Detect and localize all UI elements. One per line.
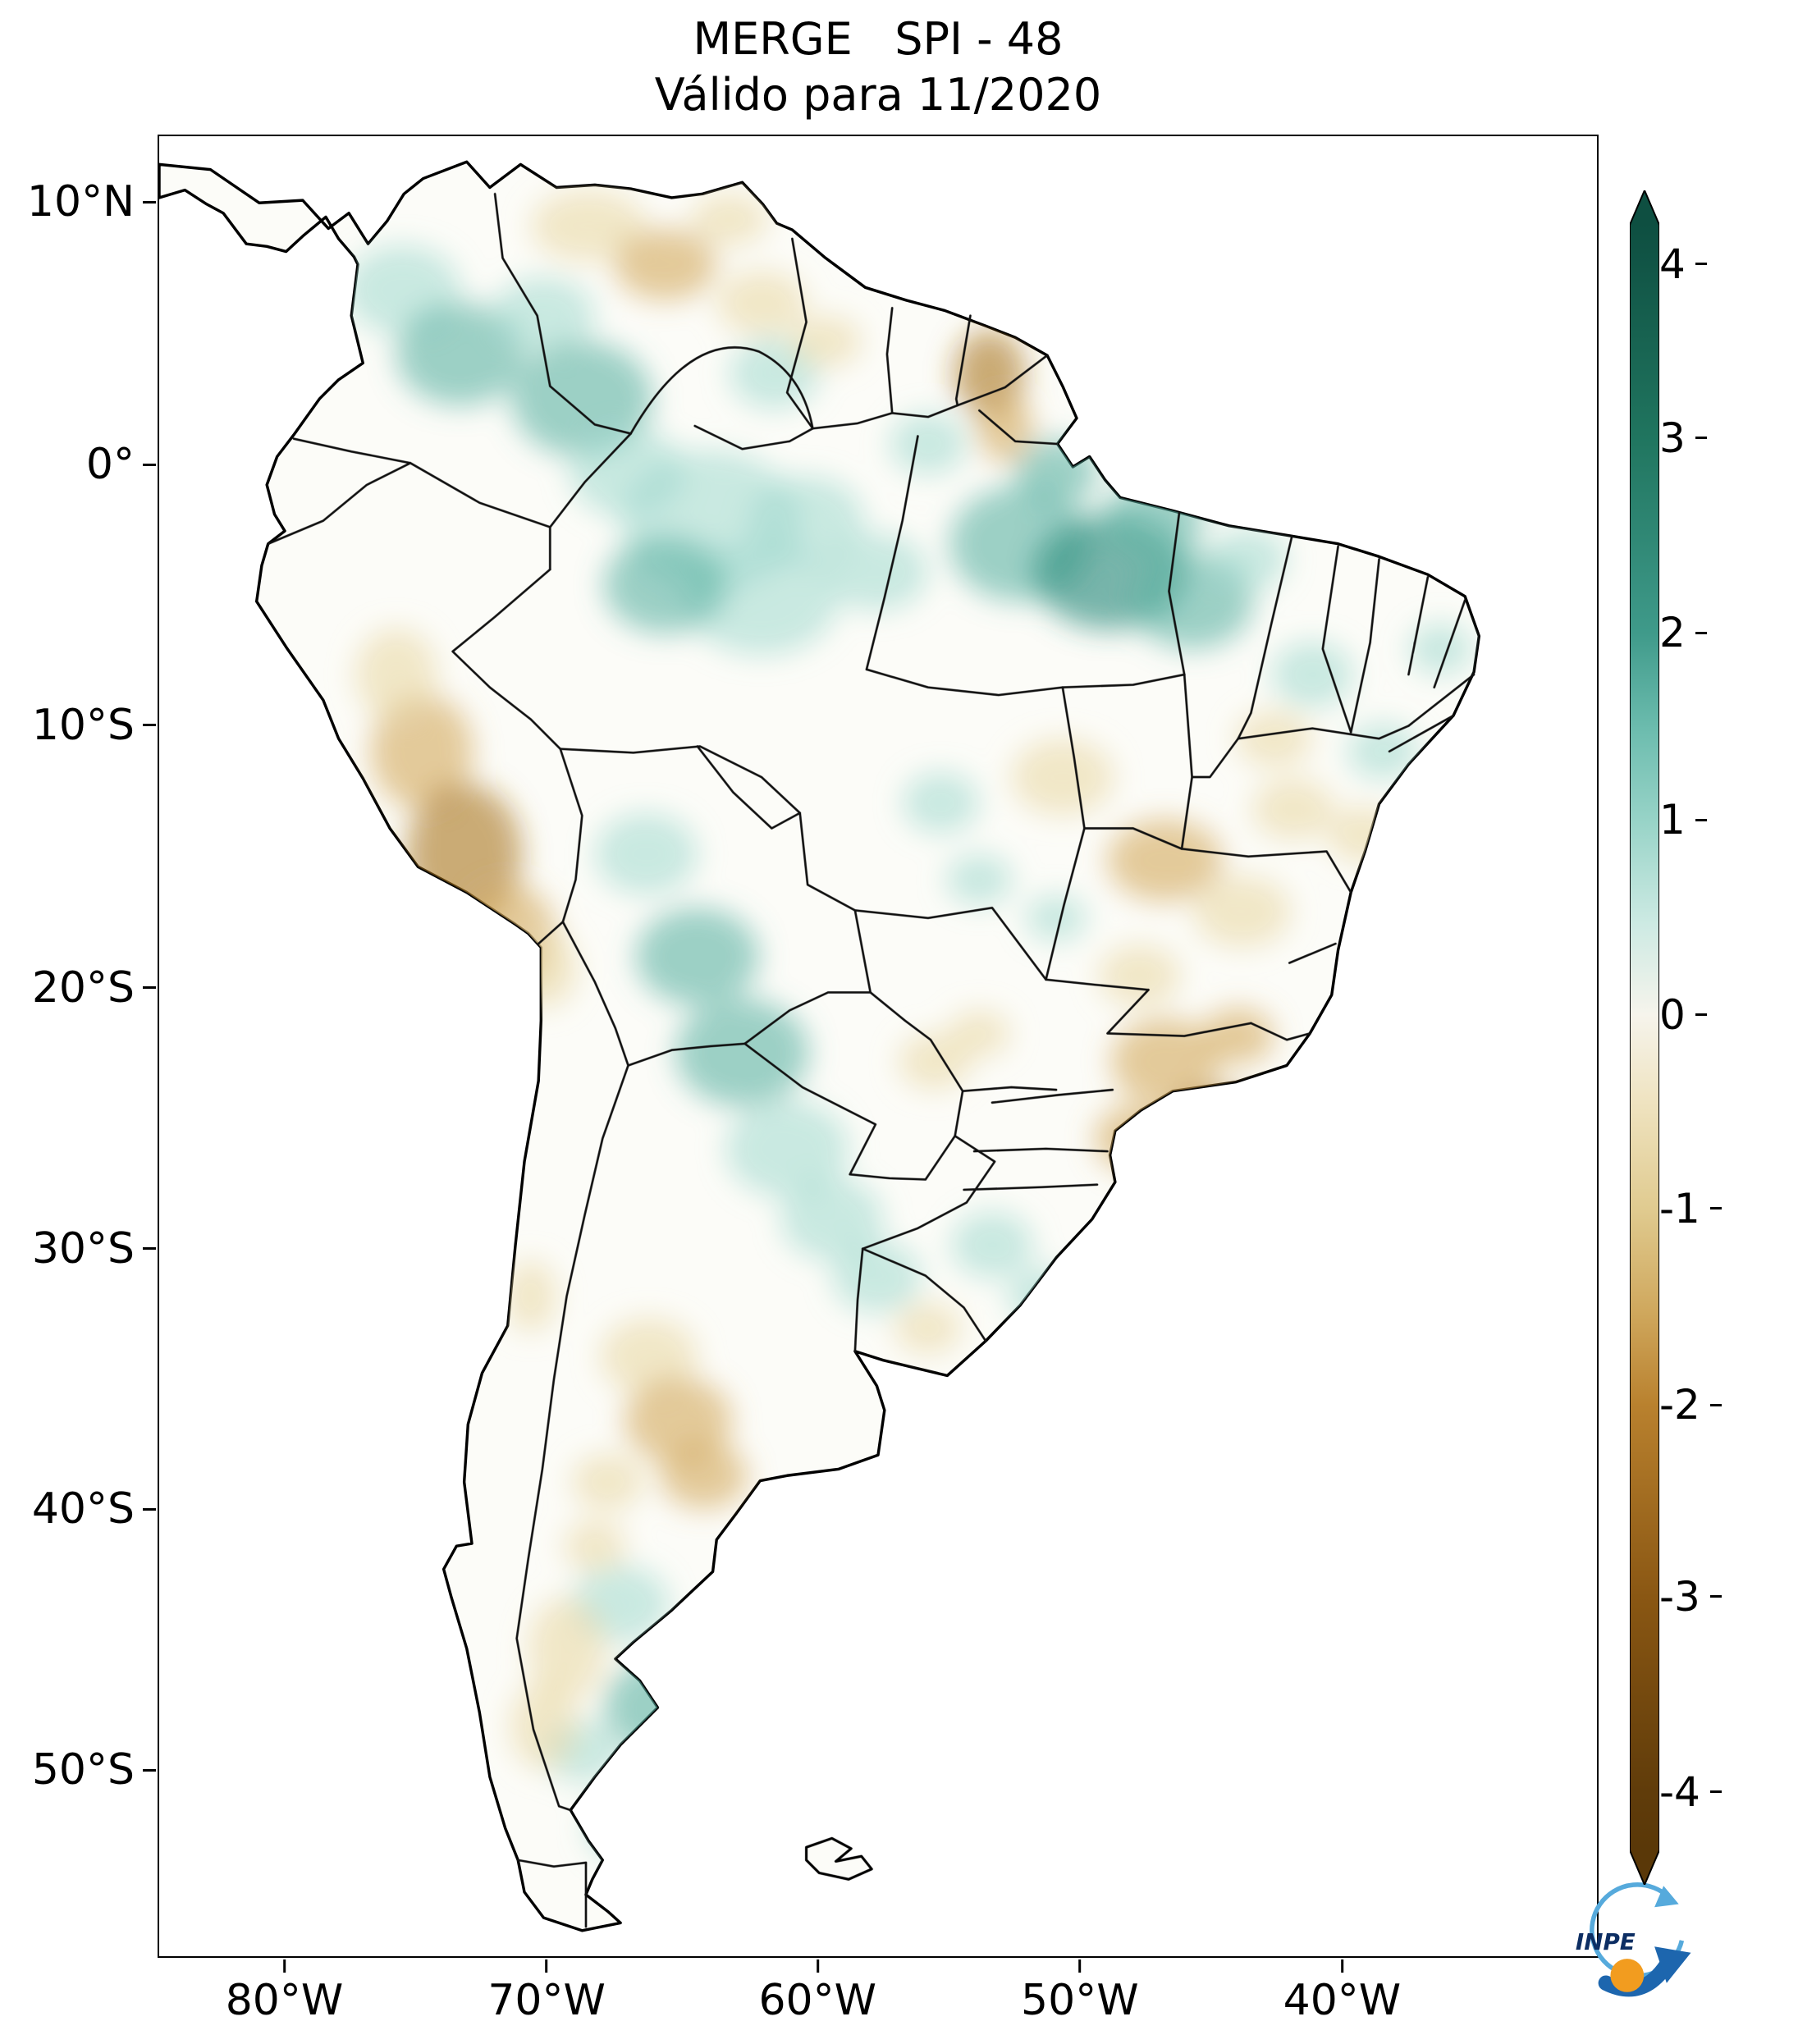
colorbar-tick-mark — [1709, 1207, 1722, 1209]
colorbar-tick-label: -2 — [1659, 1381, 1700, 1429]
x-tick-label: 60°W — [758, 1976, 877, 2025]
y-tick: 20°S — [32, 963, 156, 1013]
south-america-map — [159, 160, 1481, 1932]
y-tick-mark — [143, 1507, 156, 1511]
x-tick-label: 50°W — [1021, 1976, 1139, 2025]
colorbar-tick-mark — [1695, 437, 1707, 439]
x-tick-mark — [545, 1959, 548, 1973]
colorbar-tick: -4 — [1659, 1768, 1722, 1816]
x-axis-ticks: 80°W 70°W 60°W 50°W 40°W — [158, 1959, 1599, 2042]
colorbar-tick-mark — [1695, 631, 1707, 634]
x-tick-mark — [816, 1959, 819, 1973]
colorbar-tick-label: 3 — [1659, 414, 1686, 462]
x-tick: 70°W — [487, 1959, 606, 2025]
colorbar-tick-label: 1 — [1659, 796, 1686, 844]
inpe-logo-text: INPE — [1576, 1928, 1636, 1955]
colorbar-tick: 2 — [1659, 609, 1707, 656]
colorbar-tick-mark — [1695, 1013, 1707, 1017]
y-axis-ticks: 10°N 0° 10°S 20°S 30°S 40°S 50°S — [0, 135, 156, 1958]
colorbar-tick: -1 — [1659, 1185, 1722, 1232]
y-tick: 10°N — [27, 177, 156, 226]
y-tick-label: 30°S — [31, 1223, 135, 1273]
colorbar — [1630, 190, 1659, 1885]
colorbar-tick-label: -3 — [1659, 1572, 1700, 1621]
x-tick: 50°W — [1021, 1959, 1139, 2025]
y-tick-mark — [143, 724, 156, 727]
colorbar-tick-label: 2 — [1659, 609, 1686, 657]
colorbar-tick-mark — [1709, 1790, 1722, 1794]
y-tick: 0° — [86, 440, 156, 489]
colorbar-tick: -2 — [1659, 1381, 1722, 1429]
map-plot-area: INPE — [158, 135, 1691, 1997]
logo-orange-dot-icon — [1610, 1959, 1645, 1992]
x-tick-mark — [283, 1959, 286, 1973]
colorbar-tick-label: -1 — [1659, 1184, 1700, 1232]
y-tick-label: 20°S — [31, 963, 135, 1013]
logo-bold-arrow — [1598, 1957, 1675, 1997]
colorbar-body — [1630, 190, 1659, 1885]
colorbar-tick: 3 — [1659, 414, 1707, 462]
x-tick: 40°W — [1283, 1959, 1402, 2025]
y-tick: 30°S — [32, 1224, 156, 1273]
x-tick: 80°W — [225, 1959, 344, 2025]
title-line-2: Válido para 11/2020 — [654, 68, 1102, 121]
colorbar-ticks: 4 3 2 1 0 -1 -2 -3 -4 — [1659, 225, 1791, 1850]
y-tick-mark — [143, 1247, 156, 1251]
colorbar-tick: 4 — [1659, 240, 1707, 288]
y-tick-mark — [143, 986, 156, 990]
colorbar-tick-label: -4 — [1659, 1767, 1700, 1816]
x-tick-label: 70°W — [487, 1976, 606, 2025]
y-tick-label: 50°S — [31, 1745, 135, 1795]
x-tick-mark — [1340, 1959, 1343, 1973]
title-line-1: MERGE SPI - 48 — [693, 13, 1064, 65]
y-tick: 40°S — [32, 1484, 156, 1534]
y-tick-label: 10°N — [26, 177, 135, 227]
x-tick-mark — [1078, 1959, 1082, 1973]
y-tick-mark — [143, 200, 156, 203]
inpe-logo: INPE — [1554, 1868, 1706, 2003]
colorbar-tick-label: 4 — [1659, 240, 1686, 288]
logo-swirl-arrowhead-icon — [1654, 1886, 1679, 1908]
x-tick-label: 40°W — [1283, 1976, 1402, 2025]
y-tick-label: 0° — [85, 440, 135, 490]
colorbar-tick: 0 — [1659, 991, 1707, 1039]
spi-field — [345, 190, 1473, 1862]
y-tick-label: 10°S — [31, 700, 135, 750]
colorbar-tick: 1 — [1659, 796, 1707, 844]
colorbar-tick-mark — [1695, 818, 1707, 821]
colorbar-tick-mark — [1695, 263, 1707, 266]
colorbar-tick-mark — [1709, 1403, 1722, 1406]
country-borders — [267, 192, 1049, 1928]
colorbar-tick: -3 — [1659, 1573, 1722, 1621]
logo-bold-arrowhead-icon — [1654, 1946, 1691, 1983]
y-tick: 50°S — [32, 1745, 156, 1795]
y-tick-mark — [143, 1768, 156, 1772]
y-tick: 10°S — [32, 701, 156, 750]
figure-title: MERGE SPI - 48 Válido para 11/2020 — [158, 11, 1599, 122]
y-tick-label: 40°S — [31, 1484, 135, 1534]
colorbar-tick-mark — [1709, 1595, 1722, 1598]
inpe-logo-graphic: INPE — [1576, 1882, 1691, 1997]
y-tick-mark — [143, 463, 156, 466]
colorbar-tick-label: 0 — [1659, 990, 1686, 1039]
x-tick: 60°W — [758, 1959, 876, 2025]
state-borders — [693, 409, 1475, 1191]
falkland-islands — [804, 1836, 873, 1881]
x-tick-label: 80°W — [225, 1976, 344, 2025]
